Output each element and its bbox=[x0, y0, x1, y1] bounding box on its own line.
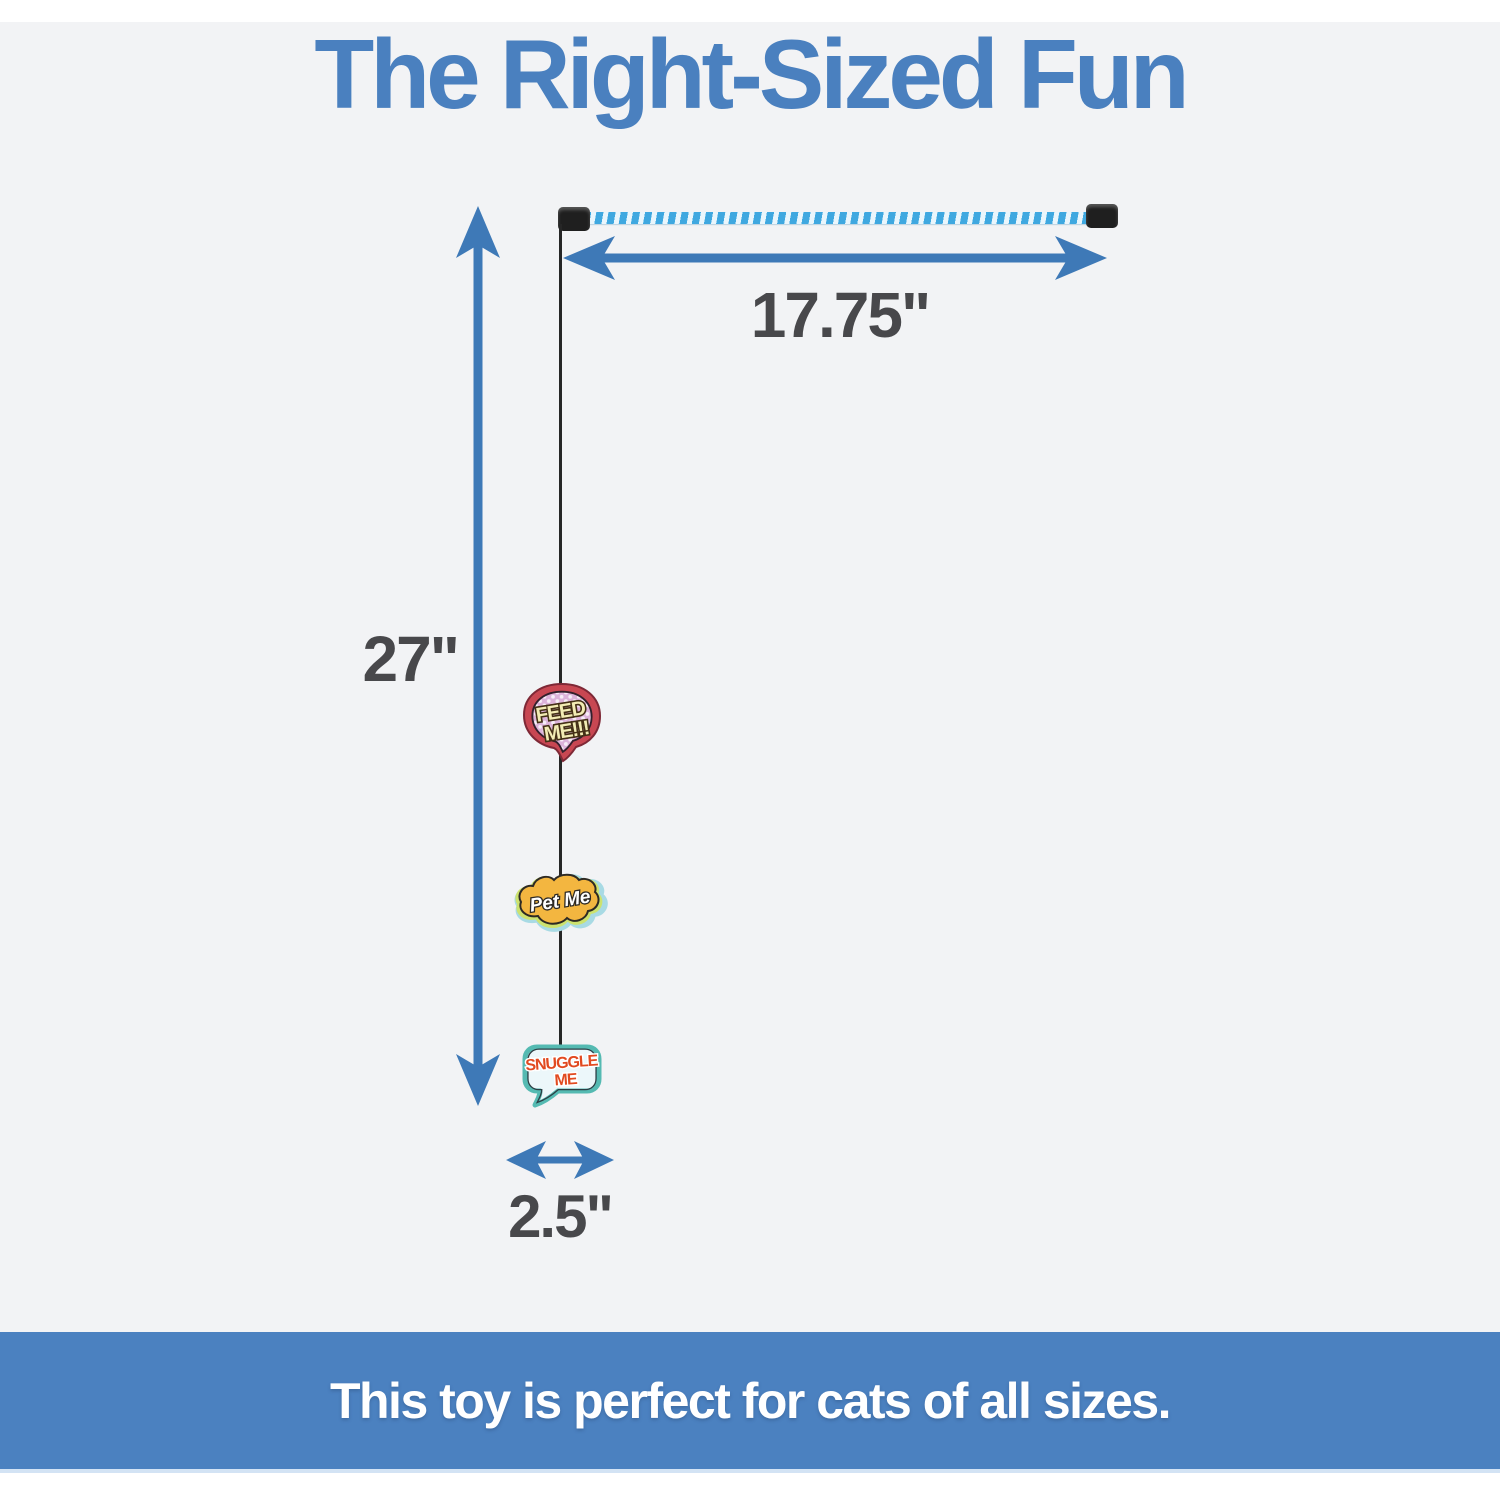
hang-length-label: 27" bbox=[362, 623, 460, 695]
page-title: The Right-Sized Fun bbox=[314, 19, 1189, 129]
wand-length-label: 17.75" bbox=[750, 279, 932, 351]
snuggle-bubble-border bbox=[522, 1044, 602, 1108]
snuggle-me-charm: SNUGGLE ME bbox=[522, 1044, 602, 1108]
pet-me-charm: Pet Me bbox=[514, 873, 608, 932]
wand-length-arrow-icon bbox=[563, 236, 1107, 280]
wand-rope bbox=[572, 212, 1100, 224]
snuggle-bubble-inner-line bbox=[527, 1048, 597, 1104]
charm-width-arrow-icon bbox=[506, 1141, 614, 1179]
charm-width-label: 2.5" bbox=[508, 1183, 614, 1250]
snuggle-text-line2: ME bbox=[554, 1071, 578, 1090]
toy-string bbox=[559, 224, 562, 1082]
caption-text: This toy is perfect for cats of all size… bbox=[329, 1372, 1172, 1429]
hang-length-arrow-icon bbox=[456, 206, 500, 1106]
caption-banner: This toy is perfect for cats of all size… bbox=[0, 1332, 1500, 1473]
feed-me-bubble-inner bbox=[531, 690, 593, 754]
wand-right-cap bbox=[1086, 204, 1118, 228]
wand-left-cap bbox=[558, 207, 590, 231]
content-background bbox=[0, 22, 1500, 1332]
feed-me-charm: FEED ME!!! bbox=[522, 682, 602, 763]
